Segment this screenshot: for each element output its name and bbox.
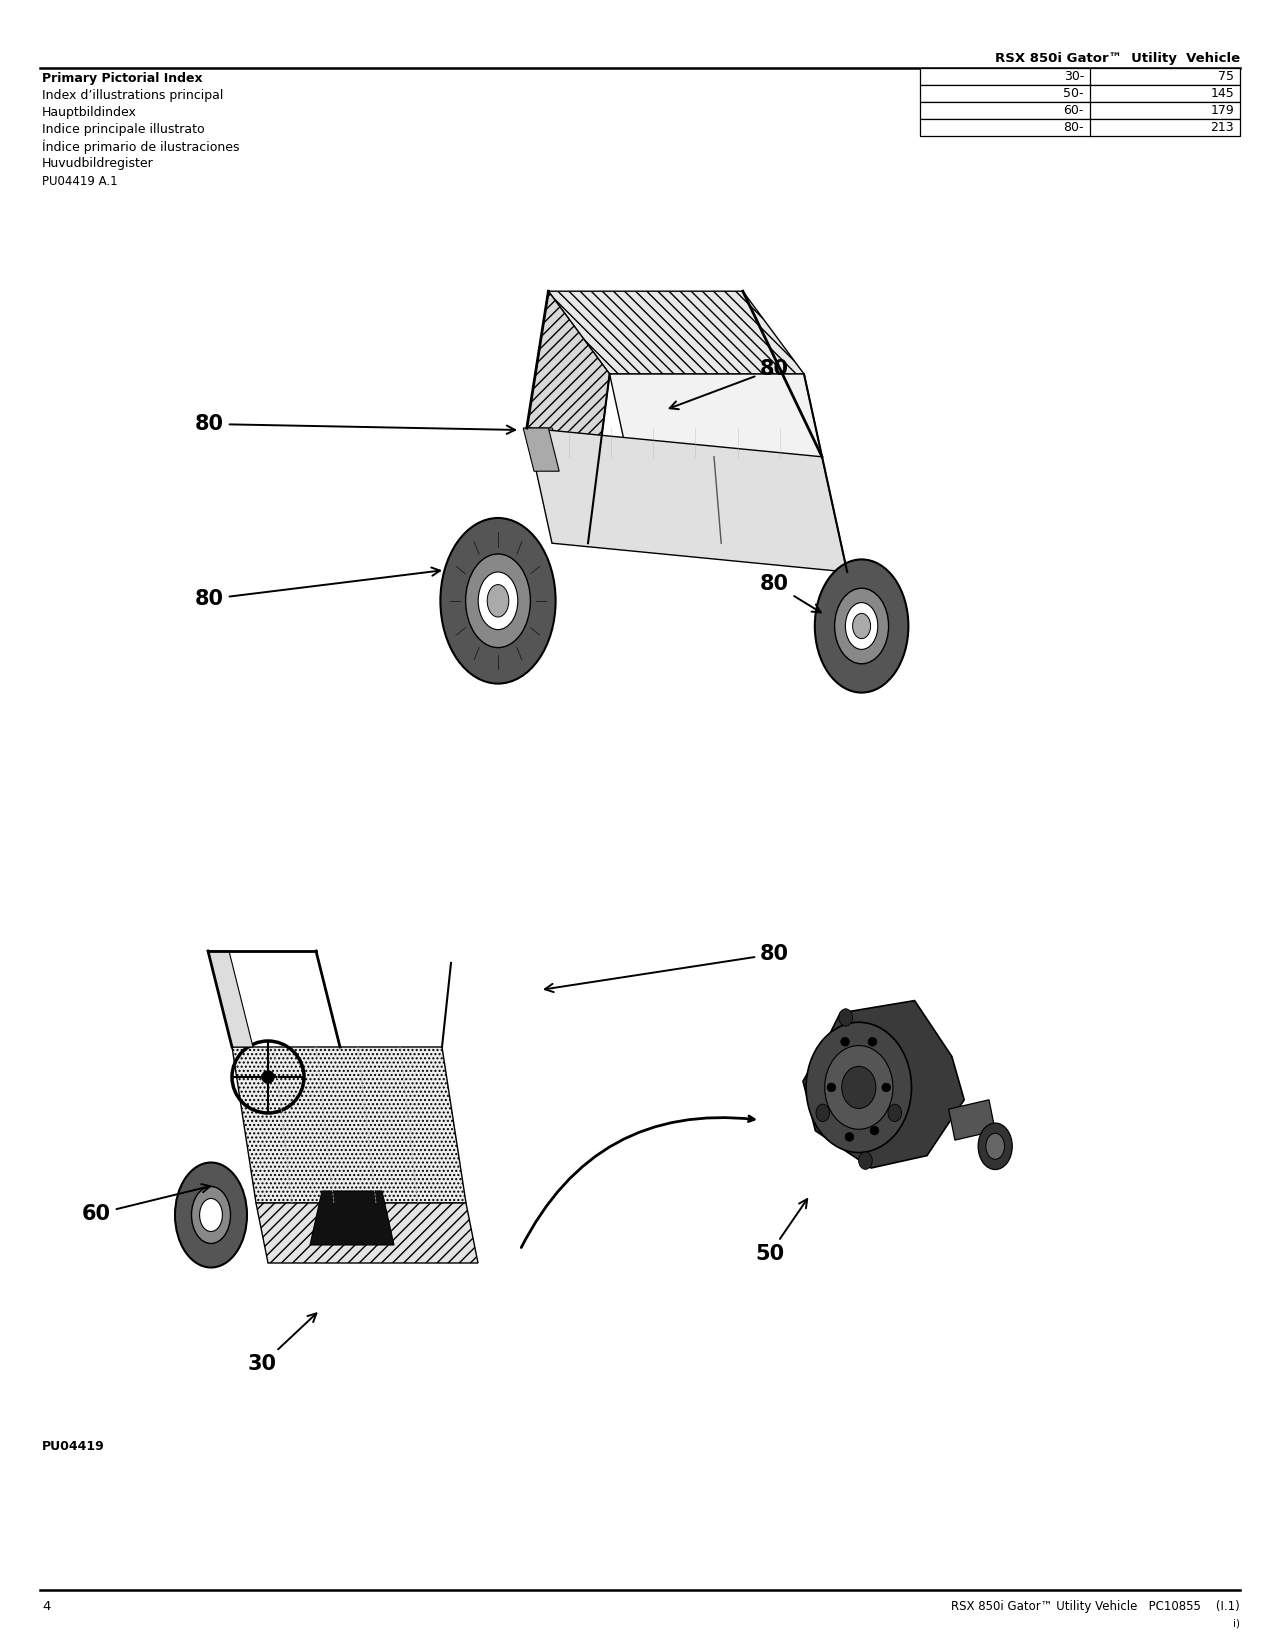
Polygon shape [310, 1191, 394, 1246]
Ellipse shape [825, 1046, 892, 1129]
Polygon shape [256, 1203, 478, 1262]
Bar [921, 86, 1241, 102]
Circle shape [870, 1127, 878, 1135]
Polygon shape [523, 427, 560, 472]
Text: Hauptbildindex: Hauptbildindex [42, 106, 136, 119]
Text: 80: 80 [669, 360, 789, 409]
Text: 30: 30 [249, 1313, 316, 1374]
Ellipse shape [835, 587, 889, 663]
Ellipse shape [815, 559, 908, 693]
Ellipse shape [465, 554, 530, 647]
Text: Índice primario de ilustraciones: Índice primario de ilustraciones [42, 140, 240, 155]
Text: 80: 80 [195, 568, 440, 609]
Ellipse shape [191, 1186, 231, 1244]
Circle shape [868, 1038, 877, 1046]
Polygon shape [548, 290, 805, 375]
Ellipse shape [845, 602, 877, 650]
Polygon shape [803, 1000, 964, 1168]
Polygon shape [527, 427, 847, 573]
Circle shape [840, 1038, 849, 1046]
Bar [921, 119, 1241, 135]
Text: RSX 850i Gator™  Utility  Vehicle: RSX 850i Gator™ Utility Vehicle [994, 53, 1241, 64]
Ellipse shape [986, 1134, 1005, 1160]
Text: 80-: 80- [1063, 120, 1084, 134]
Text: i): i) [1233, 1619, 1241, 1629]
Ellipse shape [440, 518, 556, 683]
Text: 60-: 60- [1063, 104, 1084, 117]
Text: Primary Pictorial Index: Primary Pictorial Index [42, 73, 203, 86]
Circle shape [261, 1071, 274, 1082]
Ellipse shape [487, 584, 509, 617]
Text: 179: 179 [1210, 104, 1234, 117]
Text: 60: 60 [82, 1185, 210, 1224]
Circle shape [882, 1082, 890, 1092]
Text: Indice principale illustrato: Indice principale illustrato [42, 124, 204, 135]
Ellipse shape [200, 1198, 222, 1231]
Ellipse shape [858, 1152, 872, 1170]
Text: PU04419: PU04419 [42, 1440, 105, 1454]
Text: 80: 80 [544, 944, 789, 992]
Polygon shape [609, 375, 822, 457]
Ellipse shape [816, 1104, 830, 1122]
Text: 4: 4 [42, 1600, 51, 1614]
Polygon shape [653, 457, 775, 543]
Text: 50: 50 [755, 1200, 807, 1264]
Text: Huvudbildregister: Huvudbildregister [42, 157, 154, 170]
Text: 145: 145 [1210, 87, 1234, 101]
Text: 80: 80 [760, 574, 821, 612]
Circle shape [845, 1132, 854, 1142]
Text: Index d’illustrations principal: Index d’illustrations principal [42, 89, 223, 102]
Polygon shape [613, 457, 667, 543]
Text: 80: 80 [195, 414, 515, 434]
Ellipse shape [839, 1008, 853, 1026]
Text: 50-: 50- [1063, 87, 1084, 101]
Text: PU04419 A.1: PU04419 A.1 [42, 175, 117, 188]
Ellipse shape [853, 614, 871, 639]
Polygon shape [208, 950, 252, 1048]
Ellipse shape [978, 1124, 1012, 1170]
Ellipse shape [806, 1023, 912, 1152]
Ellipse shape [887, 1104, 901, 1122]
Ellipse shape [175, 1163, 247, 1267]
Polygon shape [949, 1101, 996, 1140]
Ellipse shape [478, 573, 518, 630]
Text: 75: 75 [1218, 69, 1234, 83]
Text: 30-: 30- [1063, 69, 1084, 83]
Polygon shape [527, 427, 613, 543]
Polygon shape [527, 290, 609, 543]
Polygon shape [232, 1048, 465, 1203]
Ellipse shape [842, 1066, 876, 1109]
Text: RSX 850i Gator™ Utility Vehicle   PC10855    (I.1): RSX 850i Gator™ Utility Vehicle PC10855 … [951, 1600, 1241, 1614]
Bar [921, 102, 1241, 119]
Circle shape [827, 1082, 835, 1092]
Text: 213: 213 [1210, 120, 1234, 134]
Bar [921, 68, 1241, 86]
